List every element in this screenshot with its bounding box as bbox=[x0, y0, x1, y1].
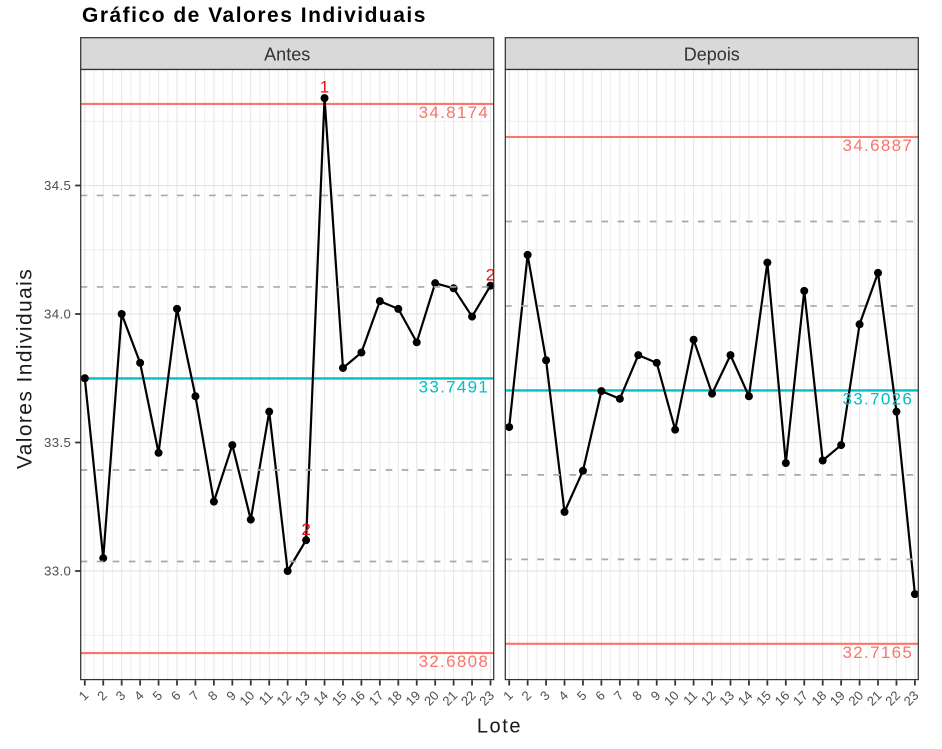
svg-text:33.7491: 33.7491 bbox=[419, 378, 490, 397]
svg-text:34.6887: 34.6887 bbox=[843, 136, 914, 155]
svg-text:Lote: Lote bbox=[477, 716, 522, 738]
svg-text:32.7165: 32.7165 bbox=[843, 643, 914, 662]
svg-text:33.0: 33.0 bbox=[44, 564, 71, 579]
svg-text:Valores Individuais: Valores Individuais bbox=[13, 268, 36, 469]
svg-text:34.0: 34.0 bbox=[44, 307, 71, 322]
svg-text:2: 2 bbox=[486, 265, 495, 284]
svg-text:Gráfico de Valores Individuais: Gráfico de Valores Individuais bbox=[82, 4, 427, 27]
svg-text:33.5: 33.5 bbox=[44, 435, 71, 450]
svg-text:34.5: 34.5 bbox=[44, 178, 71, 193]
svg-text:33.7026: 33.7026 bbox=[843, 389, 914, 408]
svg-text:2: 2 bbox=[301, 520, 310, 539]
svg-text:Depois: Depois bbox=[684, 44, 740, 64]
svg-text:1: 1 bbox=[320, 78, 329, 97]
svg-text:32.6808: 32.6808 bbox=[419, 652, 490, 671]
svg-text:Antes: Antes bbox=[264, 44, 310, 64]
svg-text:34.8174: 34.8174 bbox=[419, 103, 490, 122]
